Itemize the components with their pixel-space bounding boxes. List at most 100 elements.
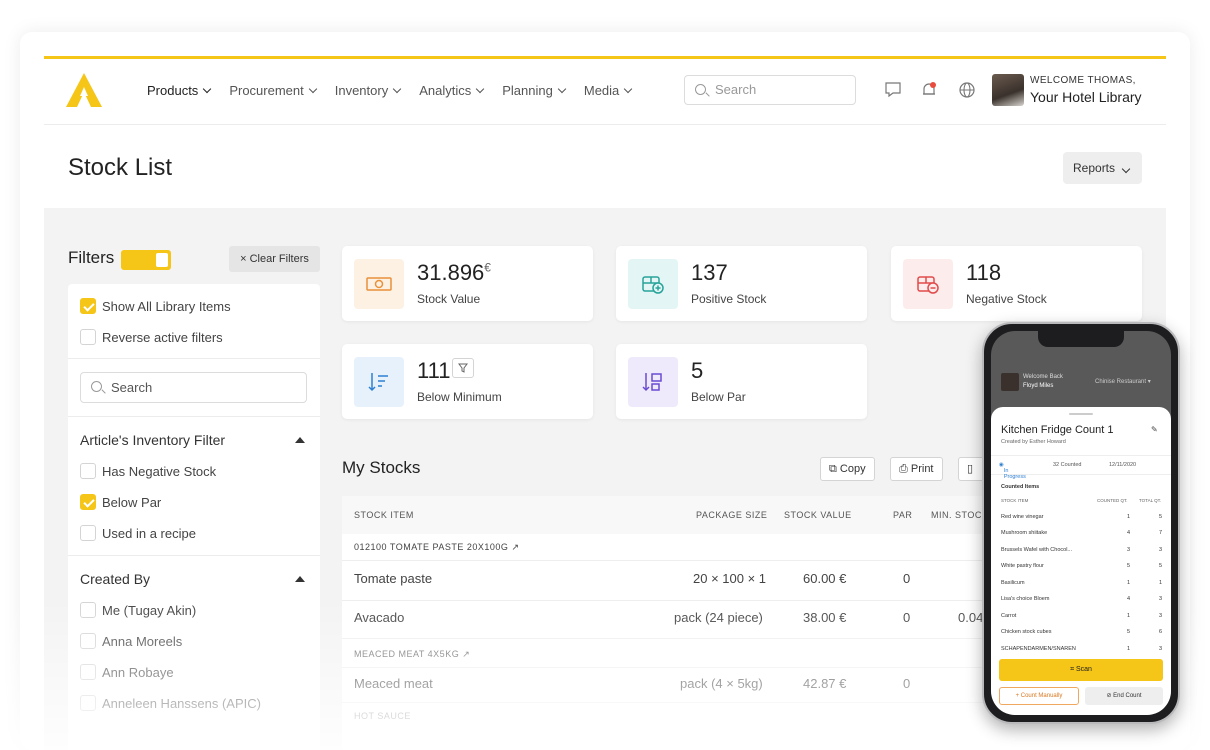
filter-search-input[interactable]: Search <box>80 372 307 403</box>
reports-label: Reports <box>1073 161 1116 175</box>
end-count-label: End Count <box>1113 693 1142 699</box>
counted-qty: 4 <box>1127 530 1131 536</box>
edit-icon[interactable]: ✎ <box>1151 425 1158 434</box>
logo-icon[interactable] <box>66 73 102 107</box>
filters-toggle[interactable] <box>121 250 171 270</box>
print-button[interactable]: ⎙ Print <box>890 457 943 481</box>
below-par-card[interactable]: 5 Below Par <box>616 344 867 419</box>
created-by-checkbox[interactable]: Anna Moreels <box>80 633 182 649</box>
printer-icon: ⎙ <box>899 463 908 475</box>
phone-screen: Welcome Back Floyd Miles Chinise Restaur… <box>991 331 1171 715</box>
print-label: Print <box>910 463 934 475</box>
count-manually-button[interactable]: + Count Manually <box>999 687 1079 705</box>
card-label: Stock Value <box>417 292 481 306</box>
menu-label: Procurement <box>229 83 304 98</box>
column-header[interactable]: STOCK VALUE <box>784 510 852 520</box>
globe-icon[interactable] <box>958 81 976 99</box>
bell-icon[interactable] <box>920 81 938 99</box>
checkbox-label: Ann Robaye <box>102 664 174 680</box>
reports-button[interactable]: Reports <box>1063 152 1142 184</box>
chevron-down-icon <box>392 84 402 93</box>
menu-procurement[interactable]: Procurement <box>229 83 317 98</box>
welcome-text: WELCOME THOMAS, <box>1030 75 1136 86</box>
has-negative-stock-checkbox[interactable]: Has Negative Stock <box>80 463 216 479</box>
menu-analytics[interactable]: Analytics <box>419 83 485 98</box>
par: 0 <box>903 676 911 691</box>
created-by-checkbox[interactable]: Anneleen Hanssens (APIC) <box>80 695 261 711</box>
copy-label: Copy <box>839 463 866 475</box>
checkbox-label: Anna Moreels <box>102 633 183 649</box>
column-header[interactable]: STOCK ITEM <box>354 510 414 520</box>
group-row[interactable]: MEACED MEAT 4X5KG ↗ <box>354 649 470 660</box>
menu-products[interactable]: Products <box>147 83 212 98</box>
used-in-recipe-checkbox[interactable]: Used in a recipe <box>80 525 196 541</box>
package-size: pack (4 × 5kg) <box>680 676 763 691</box>
total-qty: 3 <box>1159 646 1163 652</box>
clear-filters-button[interactable]: × Clear Filters <box>229 246 320 272</box>
group-row[interactable]: HOT SAUCE <box>354 711 411 721</box>
item-name: Chicken stock cubes <box>1001 629 1052 635</box>
total-qty: 1 <box>1159 580 1163 586</box>
column-header[interactable]: MIN. STOC <box>931 510 982 520</box>
stock-value-card[interactable]: 31.896€ Stock Value <box>342 246 593 321</box>
chevron-up-icon[interactable] <box>295 576 305 582</box>
scan-button[interactable]: ⌗ Scan <box>999 659 1163 681</box>
search-icon <box>695 84 706 95</box>
below-minimum-card[interactable]: 111 Below Minimum <box>342 344 593 419</box>
card-label: Below Minimum <box>417 390 502 404</box>
inventory-filter-title: Article's Inventory Filter <box>80 432 226 448</box>
divider <box>68 416 320 417</box>
menu-media[interactable]: Media <box>584 83 633 98</box>
item-name: Basilicum <box>1001 580 1025 586</box>
positive-stock-card[interactable]: 137 Positive Stock <box>616 246 867 321</box>
checkbox-label: Show All Library Items <box>102 298 231 314</box>
group-row[interactable]: 012100 TOMATE PASTE 20X100G ↗ <box>354 542 519 553</box>
copy-button[interactable]: ⧉ Copy <box>820 457 875 481</box>
below-par-checkbox[interactable]: Below Par <box>80 494 161 510</box>
negative-stock-card[interactable]: 118 Negative Stock <box>891 246 1142 321</box>
counted-total: 32 Counted <box>1053 462 1082 468</box>
checkbox-label: Below Par <box>102 494 162 510</box>
avatar[interactable] <box>992 74 1024 106</box>
item-name: Carrot <box>1001 613 1017 619</box>
sheet-handle[interactable] <box>1069 413 1093 415</box>
checkbox <box>80 695 96 711</box>
column-header[interactable]: PAR <box>893 510 913 520</box>
created-by-checkbox[interactable]: Me (Tugay Akin) <box>80 602 196 618</box>
copy-icon: ⧉ <box>829 463 837 475</box>
filter-icon[interactable] <box>452 358 474 378</box>
page-title: Stock List <box>68 154 173 181</box>
phone-user: Floyd Miles <box>1023 383 1054 389</box>
external-link-icon[interactable]: ↗ <box>511 542 520 552</box>
chat-icon[interactable] <box>884 81 902 99</box>
created-by-checkbox[interactable]: Ann Robaye <box>80 664 174 680</box>
check-circle-icon: ⊘ <box>1106 693 1112 699</box>
show-all-checkbox[interactable]: Show All Library Items <box>80 298 231 314</box>
content-area: Filters × Clear Filters Show All Library… <box>44 208 1166 750</box>
menu-planning[interactable]: Planning <box>502 83 567 98</box>
package-size: 20 × 100 × 1 <box>693 571 767 586</box>
hotel-name[interactable]: Your Hotel Library <box>1030 89 1142 105</box>
count-date: 12/11/2020 <box>1109 462 1137 468</box>
group-label: MEACED MEAT 4X5KG <box>354 649 460 659</box>
count-sheet: Kitchen Fridge Count 1 ✎ Created by Esth… <box>991 407 1171 715</box>
accent-bar <box>44 56 1166 59</box>
menu-inventory[interactable]: Inventory <box>335 83 402 98</box>
group-label: HOT SAUCE <box>354 711 411 721</box>
item-name: Lisa's choice Bloem <box>1001 596 1050 602</box>
column-header: TOTAL QT. <box>1139 498 1162 503</box>
reverse-checkbox[interactable]: Reverse active filters <box>80 329 223 345</box>
external-link-icon[interactable]: ↗ <box>462 649 471 659</box>
column-header[interactable]: PACKAGE SIZE <box>696 510 768 520</box>
checkbox-label: Reverse active filters <box>102 329 223 345</box>
item-name: Brussels Wafel with Chocol... <box>1001 547 1073 553</box>
filter-panel: Show All Library Items Reverse active fi… <box>68 284 320 750</box>
clear-filters-label: Clear Filters <box>249 253 309 265</box>
sort-box-icon <box>628 357 678 407</box>
chevron-up-icon[interactable] <box>295 437 305 443</box>
end-count-button[interactable]: ⊘ End Count <box>1085 687 1163 705</box>
phone-mockup: Welcome Back Floyd Miles Chinise Restaur… <box>982 322 1180 724</box>
search-placeholder: Search <box>715 82 757 97</box>
restaurant-select[interactable]: Chinise Restaurant ▾ <box>1095 379 1151 385</box>
search-input[interactable]: Search <box>684 75 856 105</box>
